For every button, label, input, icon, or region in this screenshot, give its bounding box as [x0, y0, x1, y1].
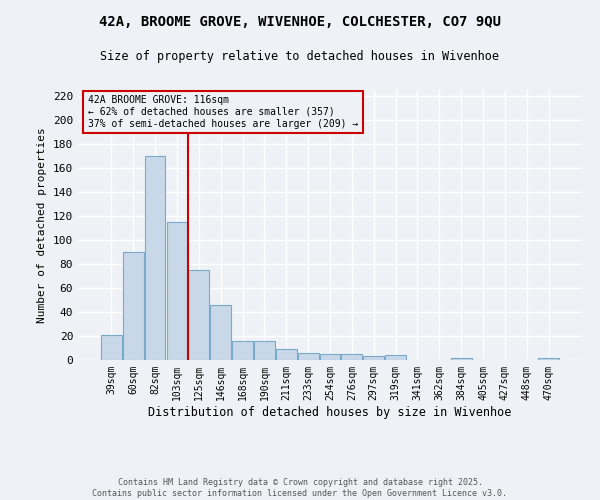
Bar	[276, 349, 296, 360]
Text: Size of property relative to detached houses in Wivenhoe: Size of property relative to detached ho…	[101, 50, 499, 63]
Bar	[538, 358, 559, 360]
Bar	[167, 222, 187, 360]
Text: Contains HM Land Registry data © Crown copyright and database right 2025.
Contai: Contains HM Land Registry data © Crown c…	[92, 478, 508, 498]
Bar	[101, 335, 122, 360]
Bar	[298, 353, 319, 360]
Bar	[364, 356, 384, 360]
Bar	[451, 358, 472, 360]
Bar	[385, 355, 406, 360]
X-axis label: Distribution of detached houses by size in Wivenhoe: Distribution of detached houses by size …	[148, 406, 512, 418]
Bar	[188, 270, 209, 360]
Bar	[320, 354, 340, 360]
Bar	[254, 341, 275, 360]
Text: 42A BROOME GROVE: 116sqm
← 62% of detached houses are smaller (357)
37% of semi-: 42A BROOME GROVE: 116sqm ← 62% of detach…	[88, 96, 358, 128]
Bar	[232, 341, 253, 360]
Y-axis label: Number of detached properties: Number of detached properties	[37, 127, 47, 323]
Bar	[145, 156, 166, 360]
Text: 42A, BROOME GROVE, WIVENHOE, COLCHESTER, CO7 9QU: 42A, BROOME GROVE, WIVENHOE, COLCHESTER,…	[99, 15, 501, 29]
Bar	[210, 305, 231, 360]
Bar	[341, 354, 362, 360]
Bar	[123, 252, 143, 360]
